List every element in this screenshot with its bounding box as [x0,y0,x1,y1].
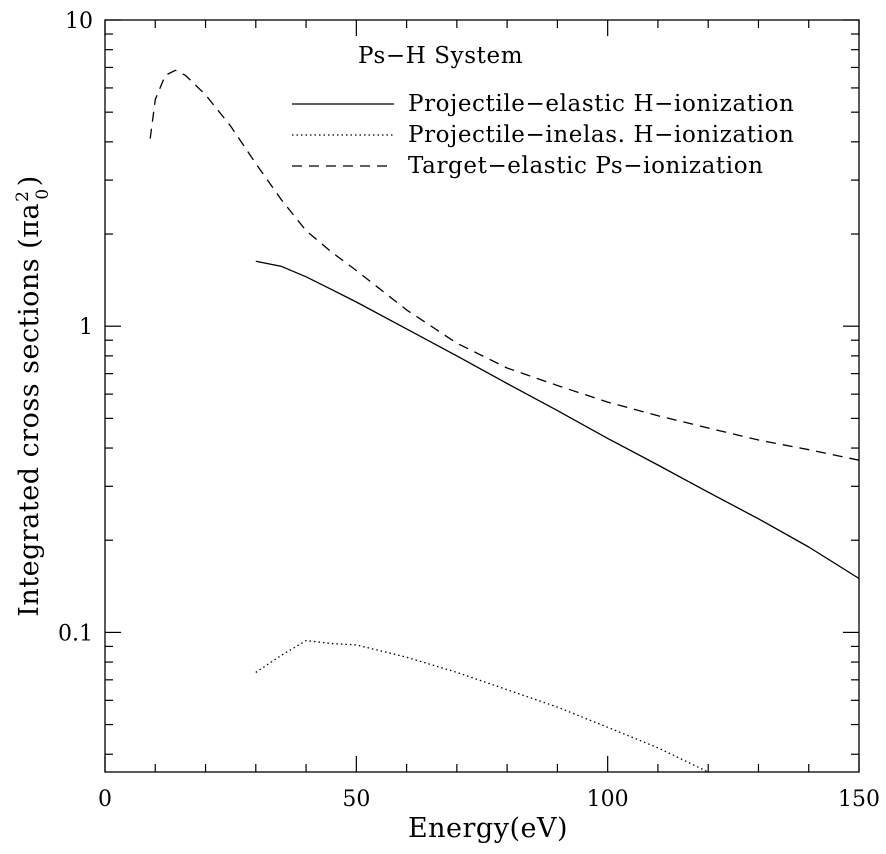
legend-label: Projectile−elastic H−ionization [408,91,794,117]
y-tick-label: 1 [79,315,93,340]
x-tick-label: 100 [587,787,629,812]
y-axis-label-close: ) [14,175,45,186]
x-tick-label: 0 [98,787,112,812]
x-tick-label: 50 [342,787,370,812]
y-tick-label: 10 [65,9,93,34]
x-axis-label: Energy(eV) [408,813,568,844]
series-line-dotted [255,639,709,772]
legend: Projectile−elastic H−ionization Projectil… [292,91,794,179]
y-axis-label-main: Integrated cross sections (πa [14,203,45,617]
y-axis-label-sup: 2 [13,191,33,202]
chart-title: Ps−H System [358,43,523,69]
plot-frame [104,19,860,773]
y-axis-label-sub: 0 [33,188,53,199]
x-tick-label: 150 [838,787,880,812]
series-line-solid [255,260,859,580]
axis-ticks [104,19,860,772]
tick-labels: 0 50 100 150 0.1 1 10 [58,9,880,812]
legend-label: Target−elastic Ps−ionization [408,153,764,179]
y-axis-label: Integrated cross sections (πa20) [13,175,53,617]
series-layer [149,69,859,772]
y-tick-label: 0.1 [58,621,93,646]
legend-label: Projectile−inelas. H−ionization [408,122,794,148]
